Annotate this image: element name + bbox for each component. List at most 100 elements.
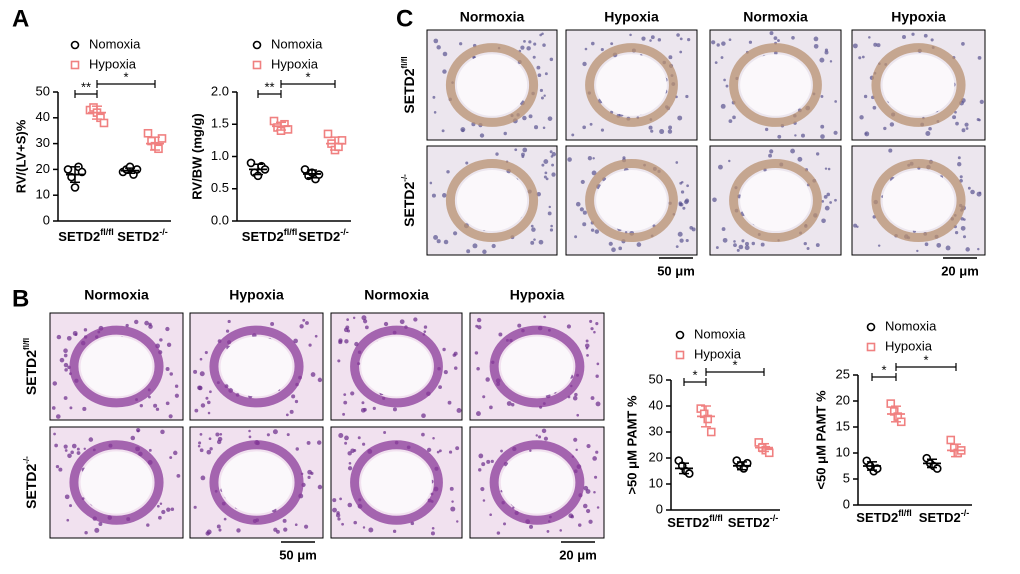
nucleus <box>790 148 795 154</box>
nucleus <box>514 148 518 152</box>
nucleus <box>176 473 181 478</box>
nucleus <box>529 449 532 453</box>
data-point <box>70 183 80 192</box>
nucleus <box>725 84 729 88</box>
nucleus <box>159 502 163 506</box>
nucleus <box>76 447 80 451</box>
nucleus <box>266 433 270 437</box>
nucleus <box>310 372 316 377</box>
nucleus <box>542 43 546 47</box>
nucleus <box>438 385 442 390</box>
category-label-base: SETD2 <box>58 229 100 244</box>
significance-label: * <box>923 352 928 367</box>
nucleus <box>481 462 486 467</box>
data-point <box>764 448 774 458</box>
nucleus <box>199 433 203 436</box>
nucleus <box>84 531 88 535</box>
nucleus <box>447 400 452 405</box>
nucleus <box>451 500 454 503</box>
nucleus <box>207 400 211 405</box>
nucleus <box>291 394 296 399</box>
vessel-wall <box>585 158 678 243</box>
y-axis-label: RV/(LV+S)% <box>13 119 28 193</box>
y-tick-label: 0 <box>656 501 663 516</box>
nucleus <box>206 529 212 535</box>
nucleus <box>967 186 971 190</box>
row-label: SETD2fl/fl <box>400 56 417 113</box>
nucleus <box>751 241 756 246</box>
vessel-lumen <box>80 336 153 397</box>
nucleus <box>489 405 493 410</box>
nucleus <box>573 437 578 442</box>
nucleus <box>286 433 290 437</box>
nucleus <box>310 471 314 475</box>
nucleus <box>559 529 562 532</box>
nucleus <box>579 207 584 212</box>
nucleus <box>611 247 616 253</box>
data-point <box>154 144 163 154</box>
nucleus <box>125 323 129 328</box>
nucleus <box>480 486 485 492</box>
vessel-lumen <box>596 169 667 232</box>
y-tick-label: 0 <box>843 496 850 511</box>
nucleus <box>641 36 646 41</box>
nucleus <box>547 116 553 121</box>
scale-bar-label: 50 μm <box>657 263 695 278</box>
data-point <box>252 40 262 50</box>
nucleus <box>531 227 536 232</box>
nucleus <box>302 318 306 322</box>
column-header: Hypoxia <box>891 9 946 25</box>
nucleus <box>170 507 175 511</box>
nucleus <box>584 343 590 349</box>
data-point <box>675 350 685 360</box>
nucleus <box>168 414 173 419</box>
nucleus <box>589 122 593 126</box>
nucleus <box>74 333 78 336</box>
panel-letter: A <box>12 5 29 32</box>
vessel-lumen <box>361 451 432 514</box>
nucleus <box>733 240 736 243</box>
nucleus <box>169 372 173 376</box>
nucleus <box>539 88 544 93</box>
nucleus <box>485 377 490 382</box>
nucleus <box>902 35 906 39</box>
nucleus <box>768 153 772 158</box>
nucleus <box>829 60 833 63</box>
nucleus <box>506 401 512 406</box>
nucleus <box>544 72 548 76</box>
nucleus <box>716 43 720 47</box>
nucleus <box>426 447 432 453</box>
vessel-lumen <box>596 54 667 116</box>
nucleus <box>571 133 575 137</box>
nucleus <box>347 451 352 456</box>
nucleus <box>368 527 374 533</box>
nucleus <box>530 240 535 245</box>
row-label-base: SETD2 <box>23 350 39 395</box>
nucleus <box>165 367 170 372</box>
nucleus <box>71 443 77 449</box>
nucleus <box>685 238 689 243</box>
nucleus <box>295 447 299 451</box>
nucleus <box>335 513 341 518</box>
nucleus <box>657 38 662 42</box>
nucleus <box>952 115 957 120</box>
category-label: SETD2-/- <box>919 508 969 525</box>
nucleus <box>551 163 555 167</box>
y-tick-label: 1.5 <box>211 116 229 131</box>
nucleus <box>227 319 231 324</box>
nucleus <box>476 317 482 323</box>
nucleus <box>338 340 343 345</box>
nucleus <box>541 32 544 36</box>
nucleus <box>977 247 980 251</box>
nucleus <box>955 121 959 126</box>
nucleus <box>538 435 542 439</box>
category-label-sup: fl/fl <box>284 227 298 237</box>
nucleus <box>541 163 545 167</box>
vessel-wall <box>209 325 304 408</box>
y-axis-label: RV/BW (mg/g) <box>189 113 204 199</box>
nucleus <box>63 444 68 449</box>
nucleus <box>449 486 454 491</box>
nucleus <box>314 334 318 338</box>
nucleus <box>299 324 304 329</box>
legend-label: Hypoxia <box>885 338 933 353</box>
